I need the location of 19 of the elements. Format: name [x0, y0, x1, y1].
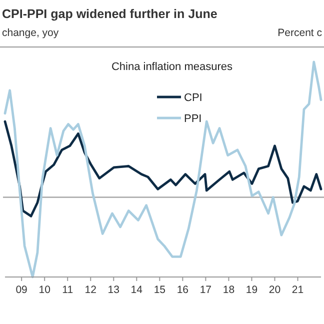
x-tick-label: 21	[292, 284, 304, 296]
x-tick-label: 16	[176, 284, 189, 296]
legend-label: CPI	[184, 92, 202, 104]
x-tick-label: 10	[38, 284, 51, 296]
x-tick-label: 18	[222, 284, 235, 296]
chart-title: CPI-PPI gap widened further in June	[2, 7, 218, 21]
x-tick-label: 09	[16, 284, 28, 296]
x-tick-label: 12	[84, 284, 97, 296]
x-tick-label: 20	[268, 284, 281, 296]
x-tick-label: 15	[154, 284, 166, 296]
x-tick-label: 11	[62, 284, 74, 296]
x-tick-label: 13	[108, 284, 120, 296]
x-tick-label: 17	[200, 284, 212, 296]
legend-label: PPI	[184, 113, 202, 125]
y-axis-title: change, yoy	[2, 27, 60, 39]
y2-axis-title: Percent c	[278, 27, 322, 39]
x-tick-label: 14	[130, 284, 143, 296]
chart-subtitle: China inflation measures	[111, 61, 234, 73]
x-tick-label: 19	[246, 284, 258, 296]
